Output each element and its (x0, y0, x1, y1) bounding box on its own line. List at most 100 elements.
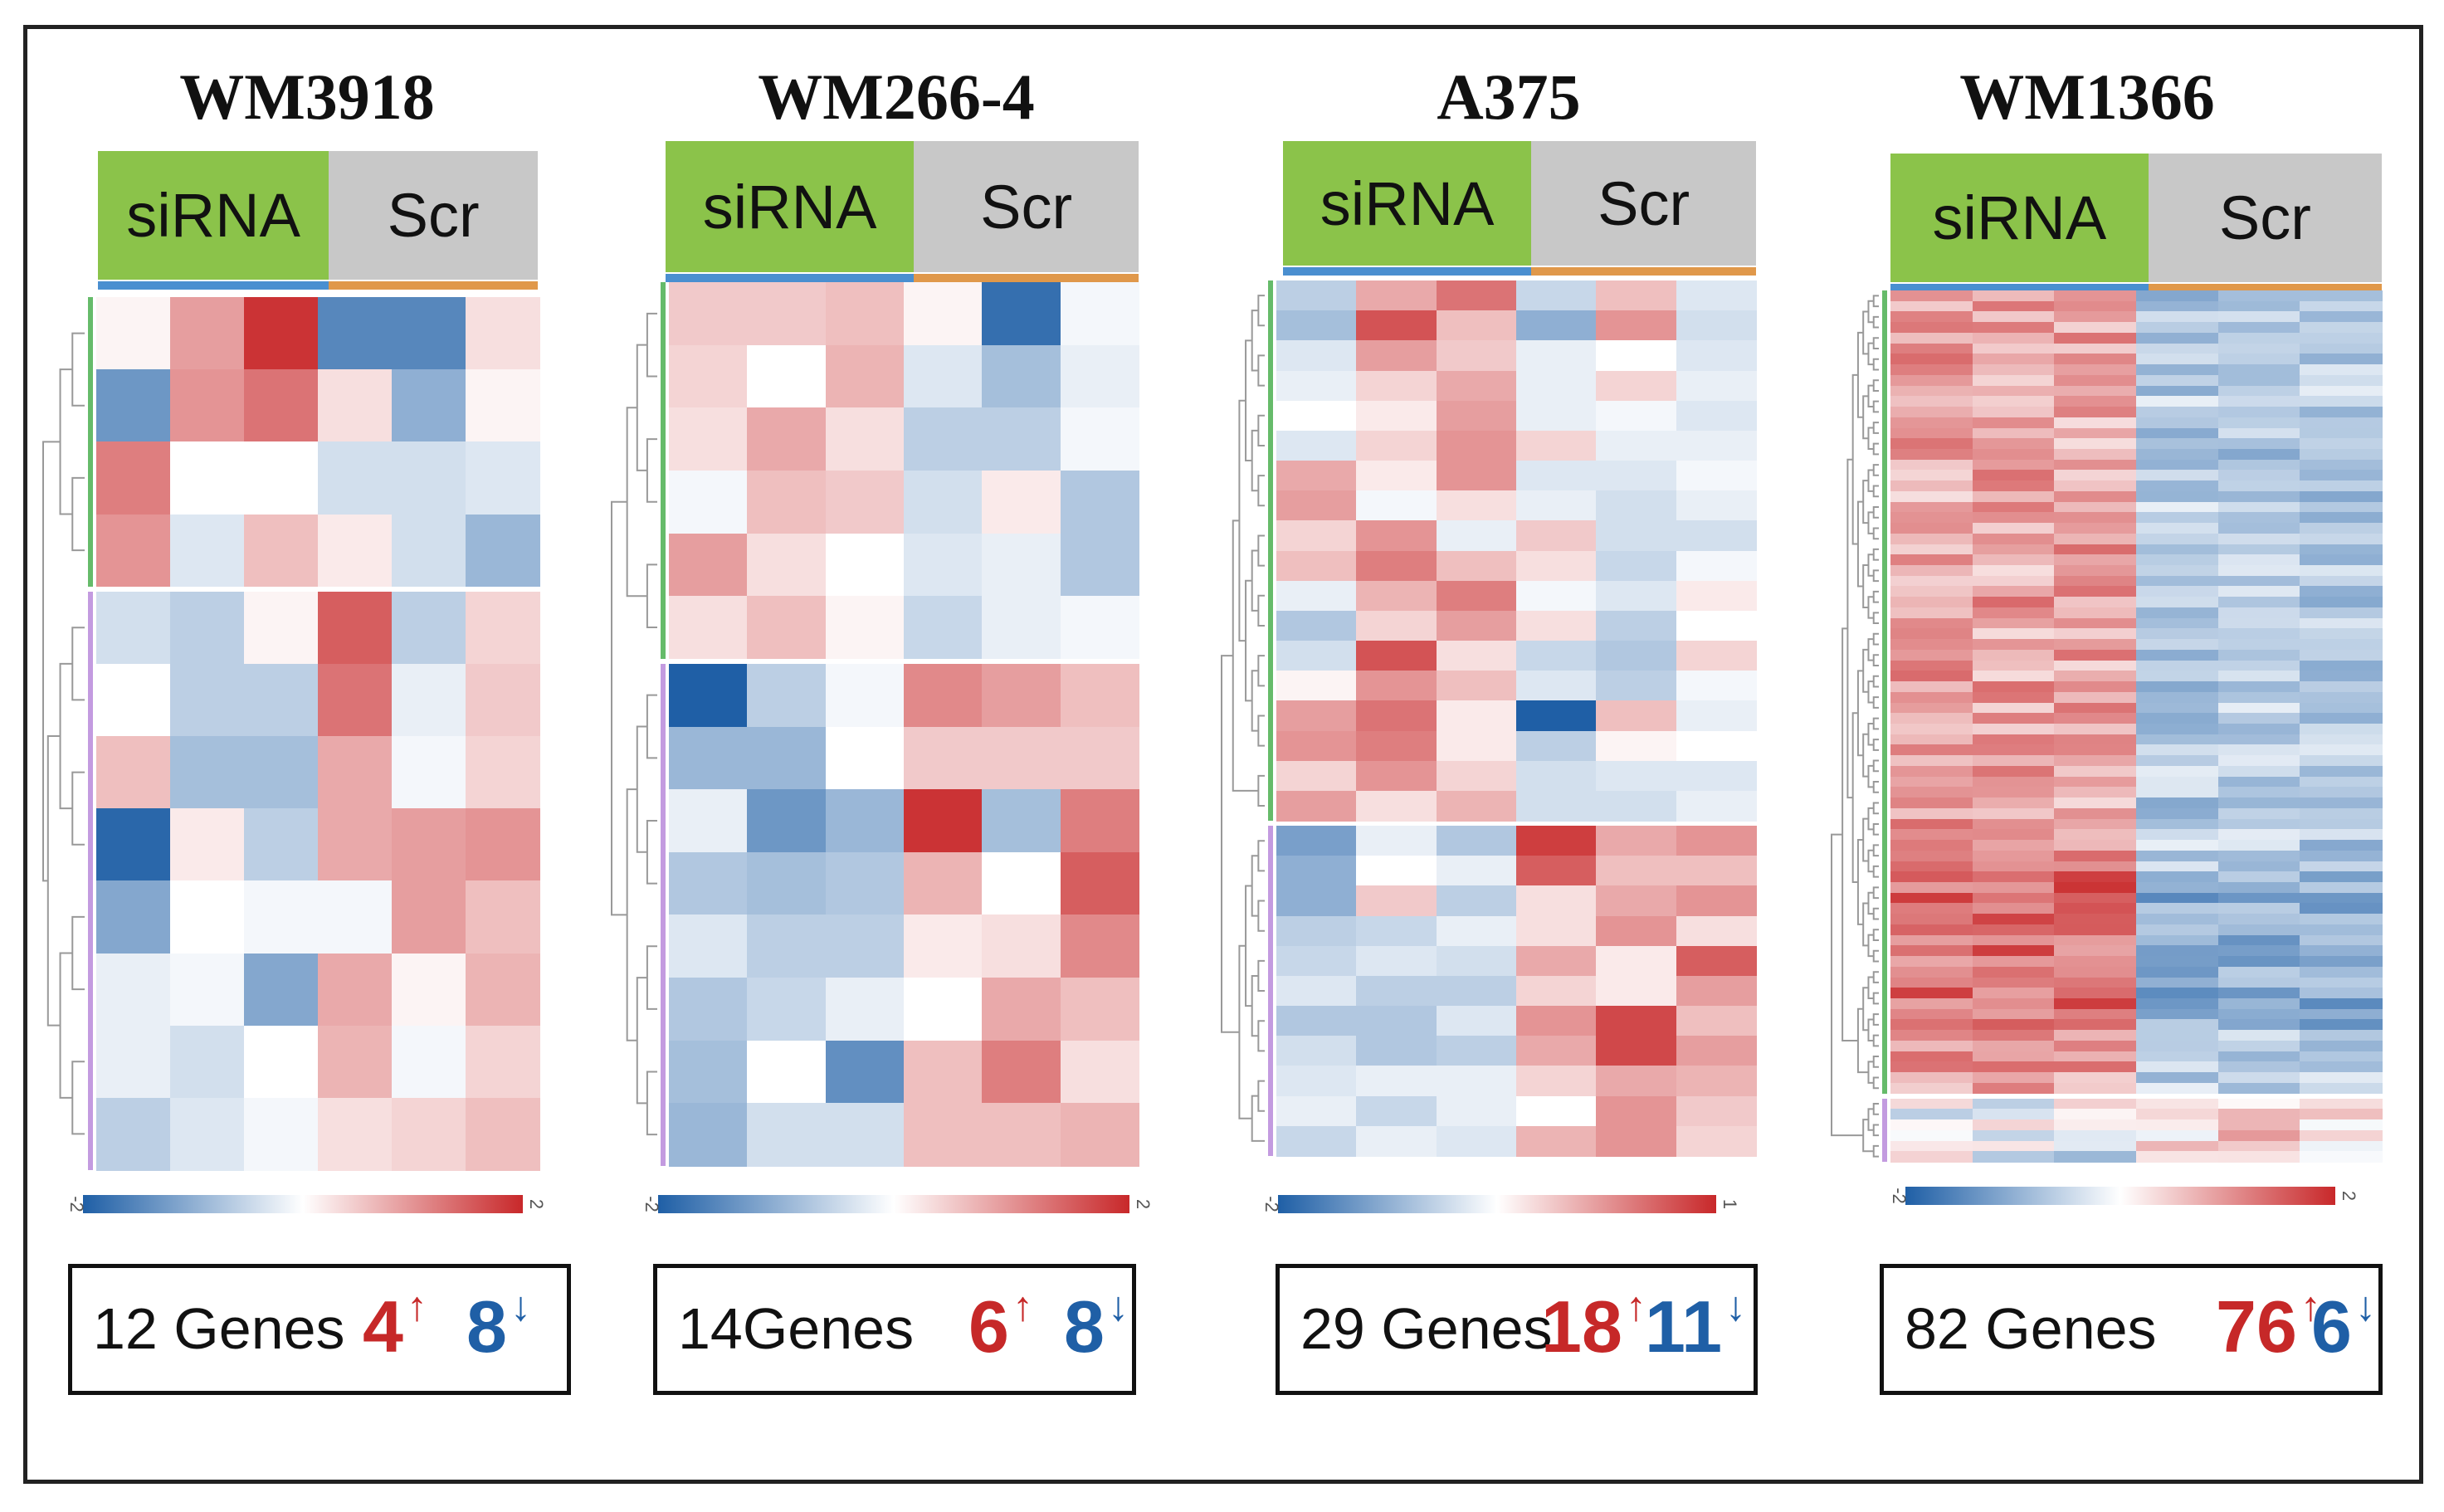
heatmap-cell (1890, 871, 1973, 883)
heatmap-cell (1596, 790, 1677, 822)
arrow-up-icon: ↑ (406, 1283, 427, 1329)
heatmap-cell (1516, 700, 1597, 732)
heatmap-cell (2217, 924, 2300, 936)
heatmap-cell (1890, 914, 1973, 925)
heatmap-cell (2217, 934, 2300, 946)
heatmap-cell (2217, 734, 2300, 746)
heatmap-cell (2054, 966, 2137, 978)
heatmap-cell (1890, 892, 1973, 905)
heatmap-cell (244, 297, 319, 370)
heatmap-cell (669, 851, 748, 916)
heatmap-cell (1356, 730, 1437, 762)
upregulated-count: 18↑ (1541, 1282, 1646, 1369)
heatmap-cell (392, 880, 466, 954)
heatmap-cell (1596, 826, 1677, 856)
heatmap-cell (1972, 300, 2055, 313)
heatmap-cell (1972, 332, 2055, 344)
heatmap-cell (2217, 1082, 2300, 1095)
heatmap-cell (1972, 407, 2055, 418)
heatmap-cell (2300, 850, 2383, 862)
heatmap-cell (2217, 892, 2300, 905)
heatmap-cell (318, 953, 393, 1027)
dendrogram-branch (1251, 855, 1259, 917)
heatmap-cell (1516, 1006, 1597, 1036)
upregulated-value: 4 (363, 1285, 403, 1368)
heatmap-cell (825, 789, 905, 853)
heatmap-cell (244, 1097, 319, 1171)
heatmap-cell (1516, 1066, 1597, 1097)
heatmap-cell (1356, 885, 1437, 917)
group-bar-sirna (1283, 267, 1532, 276)
heatmap-cell (825, 851, 905, 916)
dendrogram-branch (1238, 944, 1252, 1119)
heatmap-cell (2136, 734, 2219, 746)
dendrogram-branch (646, 694, 657, 759)
heatmap-cell (1972, 1082, 2055, 1095)
heatmap-cell (747, 978, 827, 1041)
heatmap-cell (1890, 649, 1973, 661)
heatmap-cell (1516, 580, 1597, 612)
arrow-down-icon: ↓ (510, 1283, 531, 1329)
heatmap-cell (1676, 1066, 1757, 1097)
heatmap-cell (669, 789, 748, 853)
heatmap-cell (1890, 1072, 1973, 1084)
heatmap-cell (1676, 520, 1757, 552)
scale-max-label: 2 (526, 1198, 548, 1210)
heatmap-cell (2300, 586, 2383, 597)
heatmap-cell (1890, 459, 1973, 471)
heatmap-cell (1676, 826, 1757, 856)
heatmap-cell (2300, 914, 2383, 925)
heatmap-cell (1356, 550, 1437, 582)
heatmap-cell (2300, 755, 2383, 767)
heatmap-cell (1596, 945, 1677, 977)
heatmap-cell (2217, 1072, 2300, 1084)
heatmap-cell (825, 1103, 905, 1167)
heatmap-cell (392, 1025, 466, 1099)
heatmap-cell (1596, 430, 1677, 461)
heatmap-cell (982, 789, 1061, 853)
heatmap-cell (392, 441, 466, 515)
heatmap-cell (1890, 480, 1973, 492)
group-bar-scr (1531, 267, 1756, 276)
heatmap-cell (1890, 607, 1973, 619)
heatmap-cell (1676, 610, 1757, 641)
heatmap-cell (1972, 945, 2055, 957)
heatmap-cell (1276, 641, 1357, 671)
heatmap-cell (244, 736, 319, 809)
heatmap-cell (1972, 1129, 2055, 1142)
heatmap-cell (170, 1025, 245, 1099)
heatmap-cell (1060, 978, 1139, 1041)
dendrogram-branch (1257, 715, 1265, 747)
heatmap-cell (1676, 580, 1757, 612)
heatmap-cell (747, 851, 827, 916)
heatmap-cell (904, 851, 983, 916)
heatmap-cell (2300, 396, 2383, 407)
heatmap-cell (2217, 1151, 2300, 1163)
dendrogram-branch (1872, 992, 1879, 1005)
heatmap-cell (1972, 617, 2055, 629)
heatmap-cell (1972, 597, 2055, 608)
heatmap-cell (1276, 790, 1357, 822)
heatmap-cell (1972, 512, 2055, 524)
heatmap-cell (170, 297, 245, 370)
heatmap-cell (2300, 1061, 2383, 1073)
gene-count-box (653, 1264, 1136, 1395)
heatmap-cell (2136, 1030, 2219, 1041)
dendrogram-root (611, 500, 627, 916)
heatmap-cell (2054, 417, 2137, 429)
heatmap-cell (1972, 1119, 2055, 1131)
heatmap-cell (2300, 1040, 2383, 1052)
heatmap-cell (466, 736, 540, 809)
arrow-up-icon: ↑ (2300, 1283, 2321, 1329)
heatmap-cell (1356, 580, 1437, 612)
heatmap-cell (318, 880, 393, 954)
heatmap-cell (2300, 417, 2383, 429)
heatmap-cell (747, 407, 827, 471)
heatmap-cell (982, 407, 1061, 471)
heatmap-cell (2300, 311, 2383, 323)
heatmap-cell (96, 880, 171, 954)
heatmap-cell (1972, 1098, 2055, 1110)
gene-count-box (68, 1264, 571, 1395)
dendrogram-branch (1257, 774, 1265, 807)
heatmap-cell (2054, 628, 2137, 640)
